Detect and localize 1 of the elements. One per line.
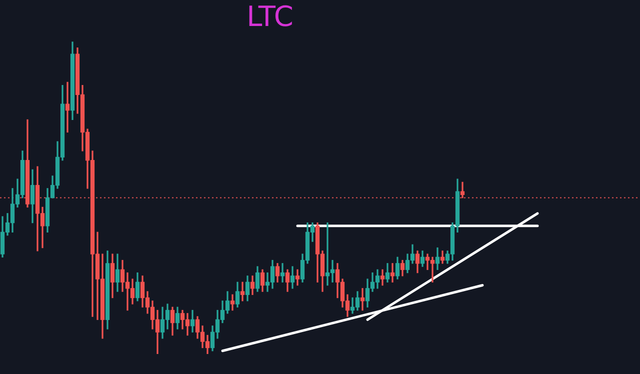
chart-title: LTC xyxy=(246,0,294,34)
